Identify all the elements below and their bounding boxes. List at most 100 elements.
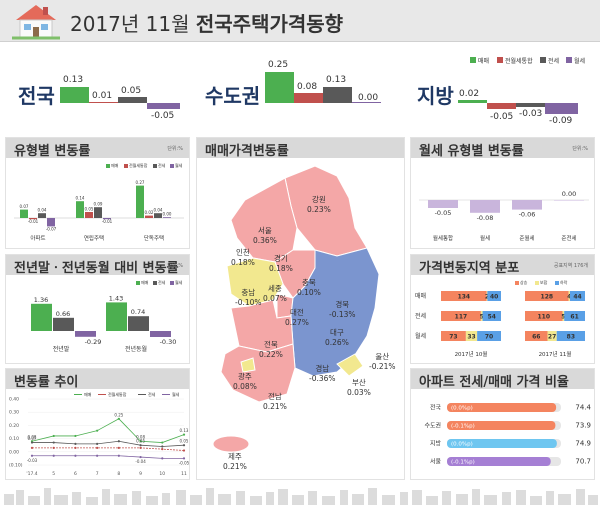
y-tick-label: 0.30 [9, 410, 19, 416]
row-label: 월세 [415, 332, 426, 340]
panel-unit: 단위:% [167, 146, 183, 152]
map-region-value: 0.21% [223, 462, 247, 471]
summary-bar-wolse [352, 102, 381, 103]
map-region-name: 광주 [238, 372, 252, 381]
data-point [52, 446, 55, 449]
bar [20, 209, 28, 218]
data-point [52, 454, 55, 457]
data-label: -0.04 [135, 459, 146, 464]
map-region-label: 경북 -0.13% [329, 300, 356, 320]
panel-title: 전년말ㆍ전년동월 대비 변동률 [14, 261, 179, 276]
map-region-label: 경기 0.18% [269, 254, 293, 274]
data-label: 5 [561, 314, 565, 321]
region-jeonnam [220, 343, 296, 403]
data-label: 54 [488, 314, 496, 321]
data-label: 33 [467, 334, 475, 341]
category-label: 전국 [430, 404, 442, 412]
data-label: 61 [570, 314, 578, 321]
data-point [96, 446, 99, 449]
summary-bar-combined [89, 102, 118, 103]
top-summary: 전국 수도권 지방 0.13 0.01 0.05 -0.05 0.25 0.08… [0, 58, 600, 130]
data-point [139, 446, 142, 449]
legend-swatch-wolse [170, 164, 174, 168]
legend-swatch-rise [515, 281, 519, 285]
summary-value: -0.09 [549, 116, 573, 126]
data-point [96, 429, 99, 432]
panel-unit: 단위:% [572, 146, 588, 152]
data-label: 27 [548, 334, 556, 341]
map-region-name: 전북 [264, 340, 278, 349]
change-label: (0.0%p) [451, 406, 473, 412]
category-label: 전년동월 [125, 345, 147, 353]
map-region-value: 0.36% [253, 236, 277, 245]
data-label: 0.13 [180, 428, 189, 433]
map-region-label: 세종 0.07% [263, 284, 287, 304]
panel-title-bar: 아파트 전세/매매 가격 비율 [411, 369, 594, 390]
region-busan [336, 353, 364, 377]
data-point [96, 442, 99, 445]
bar [53, 317, 74, 331]
legend-swatch-sale [470, 57, 476, 63]
legend-label: 월세 [175, 163, 183, 168]
panel-map: 매매가격변동률 강원 0.23% 서울 0.36% 인천 0.18% 경기 0.18% 충북 0.… [196, 137, 405, 480]
map-region-label: 충남 -0.10% [235, 288, 262, 308]
data-point [161, 445, 164, 448]
series-line [32, 447, 185, 451]
map-region-value: 0.08% [233, 382, 257, 391]
summary-bar-combined [487, 103, 516, 109]
summary-region-label: 전국 [18, 84, 55, 108]
summary-bar-wolse [147, 103, 180, 109]
data-label: -0.03 [27, 458, 38, 463]
panel-title-bar: 유형별 변동률 단위:% [6, 138, 189, 159]
data-point [182, 457, 186, 460]
data-label: 1.43 [109, 294, 123, 302]
legend-label: 전세 [158, 163, 166, 168]
data-label: 0.08 [28, 435, 37, 440]
bar [554, 200, 584, 201]
panel-title-bar: 전년말ㆍ전년동월 대비 변동률 단위:% [6, 255, 189, 276]
bar [154, 213, 162, 218]
map-region-name: 제주 [228, 452, 242, 461]
legend-label: 매매 [111, 163, 119, 168]
bar [447, 457, 551, 466]
legend-swatch-wolse [566, 57, 572, 63]
data-label: 0.25 [114, 412, 123, 417]
map-region-value: -0.21% [369, 362, 396, 371]
data-label: -0.07 [46, 226, 57, 231]
y-tick-label: 0.00 [9, 449, 19, 455]
category-label: 서울 [430, 458, 442, 466]
data-point [30, 441, 34, 444]
page-title: 2017년 11월 전국주택가격동향 [70, 8, 343, 37]
category-label: 아파트 [30, 234, 45, 242]
data-label: 0.07 [20, 204, 29, 209]
stacked-segment [562, 311, 565, 321]
region-gwangju [240, 357, 256, 373]
data-label: 66 [532, 334, 540, 341]
summary-value: -0.03 [519, 109, 543, 119]
legend-label: 전월세통합 [505, 58, 533, 65]
summary-value: 0.02 [459, 89, 480, 99]
panel-title: 변동률 추이 [14, 375, 79, 390]
change-label: (-0.1%p) [451, 424, 475, 430]
map-region-value: 0.23% [307, 205, 331, 214]
x-tick-label: '17.4 [26, 471, 37, 477]
summary-bar-jeonse [118, 97, 147, 103]
page-title-date: 2017년 11월 [70, 12, 190, 36]
map-region-name: 세종 [268, 284, 282, 293]
data-label: 0.08 [136, 435, 145, 440]
data-label: -0.06 [519, 211, 536, 219]
data-label: 0.04 [154, 208, 163, 213]
legend-label: 월세 [574, 58, 586, 65]
data-point [30, 446, 34, 449]
map-region-label: 전북 0.22% [259, 340, 283, 360]
map-region-label: 경남 -0.36% [309, 364, 336, 384]
bar [447, 439, 557, 448]
category-label: 준월세 [519, 234, 534, 242]
bar [76, 201, 84, 218]
legend-label: 매매 [141, 280, 149, 285]
legend-line-wolse [162, 394, 170, 395]
data-point [139, 444, 142, 447]
y-tick-label: 0.10 [9, 436, 19, 442]
data-label: 0.05 [136, 439, 145, 444]
map-region-name: 경남 [315, 364, 330, 373]
